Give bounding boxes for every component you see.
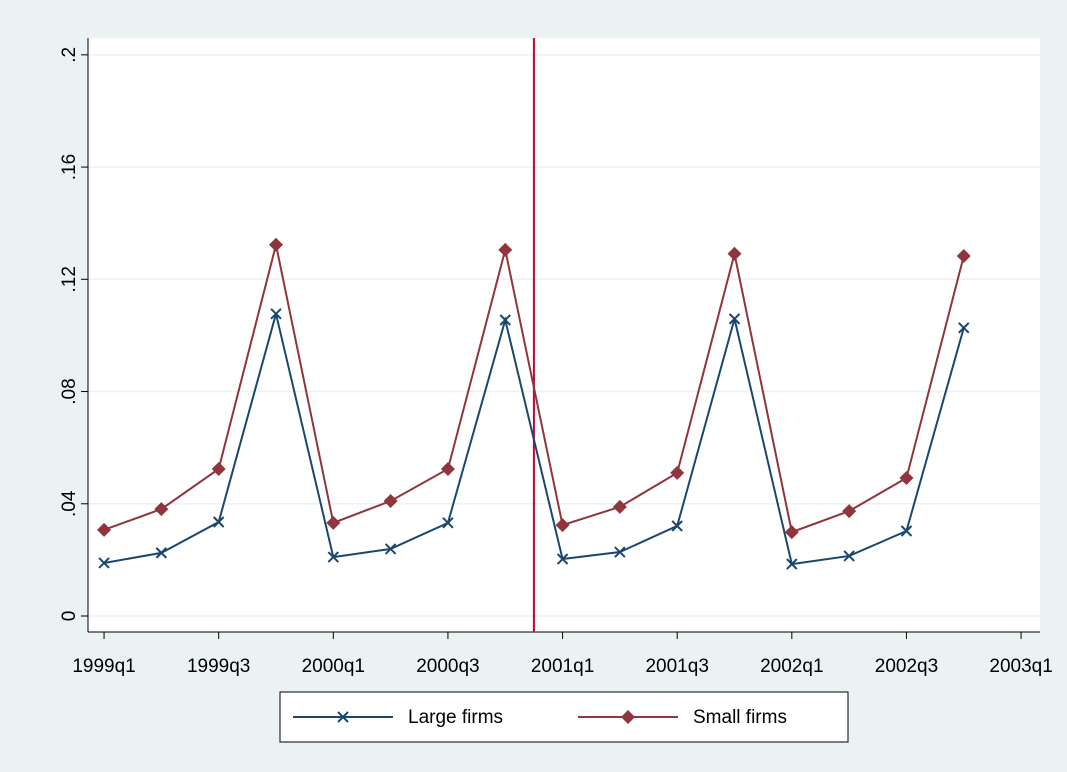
legend-label: Large firms xyxy=(408,707,503,728)
legend-label: Small firms xyxy=(693,707,787,728)
marker xyxy=(499,314,511,326)
x-tick-label: 2001q1 xyxy=(531,656,594,677)
marker xyxy=(612,499,627,514)
plot-area xyxy=(88,38,1040,632)
x-tick-label: 2001q3 xyxy=(645,656,708,677)
marker xyxy=(154,502,169,517)
marker xyxy=(97,522,112,537)
x-tick-label: 1999q3 xyxy=(187,656,250,677)
marker xyxy=(784,525,799,540)
marker xyxy=(326,515,341,530)
marker xyxy=(327,551,340,563)
marker xyxy=(614,546,626,558)
legend-marker xyxy=(337,711,349,723)
marker xyxy=(556,553,569,565)
marker xyxy=(270,308,282,320)
marker xyxy=(670,465,685,480)
marker xyxy=(958,322,970,334)
marker xyxy=(442,517,454,529)
x-tick-label: 2000q1 xyxy=(302,656,365,677)
marker xyxy=(671,520,683,532)
marker xyxy=(440,461,455,476)
series-line xyxy=(103,244,965,534)
y-tick-label: .2 xyxy=(59,47,80,63)
x-tick-label: 2002q3 xyxy=(875,656,938,677)
y-tick-label: 0 xyxy=(59,611,80,622)
y-tick-label: .12 xyxy=(59,266,80,292)
x-tick-label: 2003q1 xyxy=(989,656,1052,677)
marker xyxy=(268,237,283,252)
marker xyxy=(786,558,798,570)
marker xyxy=(98,557,110,569)
marker xyxy=(211,461,226,476)
y-tick-label: .08 xyxy=(59,378,80,404)
marker xyxy=(555,518,570,533)
marker xyxy=(498,242,513,257)
marker xyxy=(384,543,397,555)
marker xyxy=(842,504,857,519)
marker xyxy=(212,516,225,528)
marker xyxy=(900,525,913,537)
marker xyxy=(155,547,168,559)
marker xyxy=(727,246,742,261)
marker xyxy=(843,550,855,562)
y-tick-label: .04 xyxy=(59,490,80,517)
legend-marker xyxy=(621,710,635,724)
x-tick-label: 1999q1 xyxy=(72,656,135,677)
series-line xyxy=(103,313,965,566)
marker xyxy=(899,470,914,485)
marker xyxy=(728,313,741,325)
marker xyxy=(956,249,971,264)
marker xyxy=(383,493,398,508)
y-tick-label: .16 xyxy=(59,154,80,180)
x-tick-label: 2002q1 xyxy=(760,656,823,677)
x-tick-label: 2000q3 xyxy=(416,656,479,677)
